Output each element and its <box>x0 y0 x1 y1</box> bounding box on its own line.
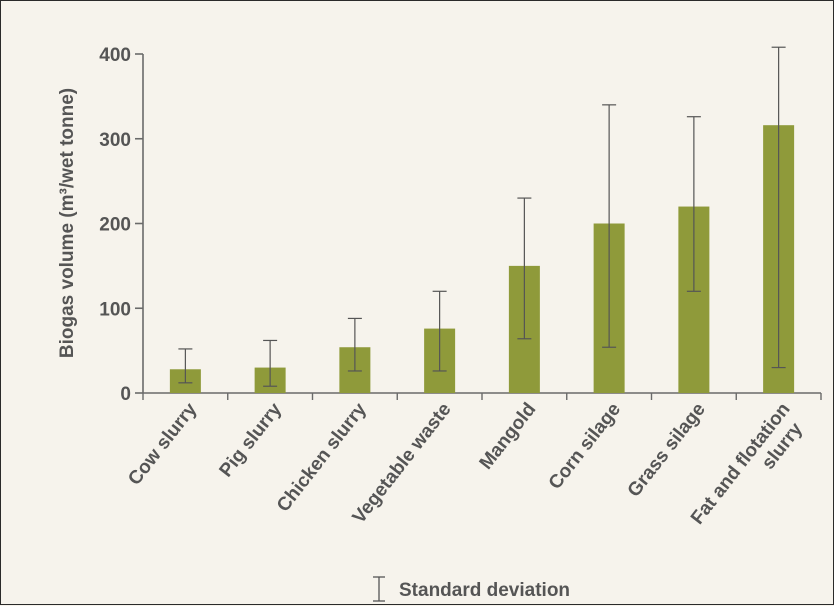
y-tick-label: 200 <box>99 215 131 236</box>
y-tick-label: 100 <box>99 299 131 320</box>
error-bar-icon <box>373 576 385 602</box>
y-axis-label: Biogas volume (m³/wet tonne) <box>57 88 78 358</box>
category-label: Chicken slurry <box>273 399 371 516</box>
category-label: Corn silage <box>545 399 625 493</box>
category-label: Cow slurry <box>124 399 201 490</box>
y-ticks: 0 100 200 300 400 <box>99 45 822 405</box>
category-label: Pig slurry <box>216 399 287 481</box>
y-tick-label: 400 <box>99 45 131 66</box>
legend-label: Standard deviation <box>399 580 570 601</box>
category-label: Grass silage <box>624 399 710 501</box>
y-tick-label: 0 <box>120 384 131 405</box>
y-tick-label: 300 <box>99 130 131 151</box>
axes <box>142 54 821 394</box>
category-label: Mangold <box>476 399 541 473</box>
bars <box>169 125 795 393</box>
error-bars <box>178 46 786 387</box>
category-label: Fat and flotationslurry <box>687 399 812 542</box>
legend: Standard deviation <box>373 576 570 602</box>
